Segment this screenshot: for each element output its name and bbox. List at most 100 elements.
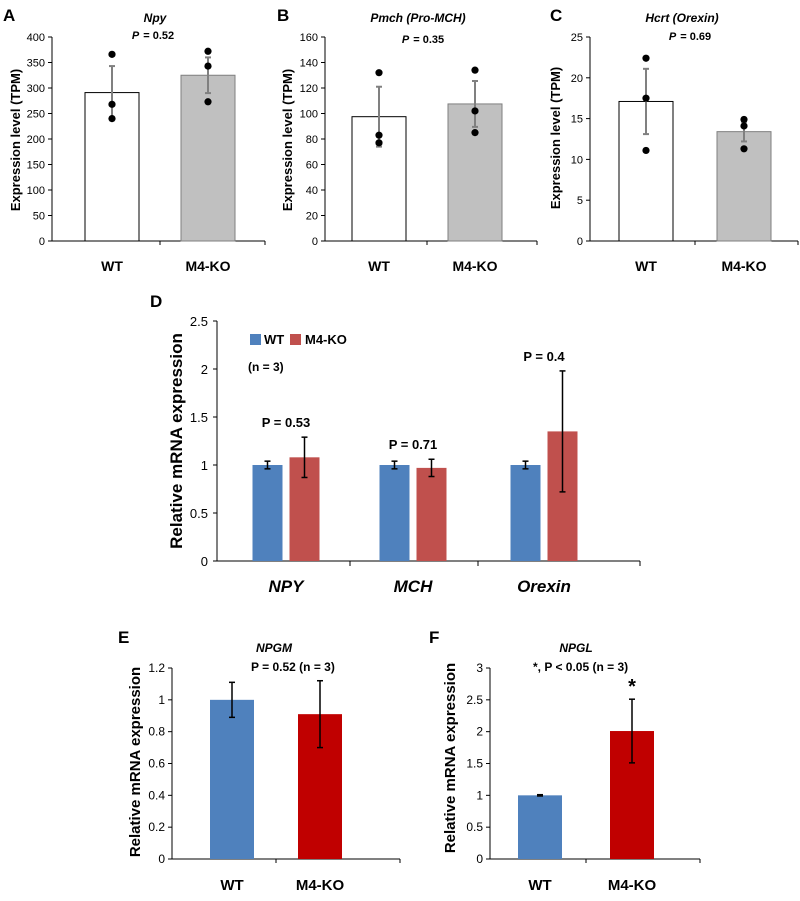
legend-swatch-m4ko — [290, 334, 301, 345]
x-category-label: MCH — [394, 577, 433, 596]
y-tick-label: 400 — [27, 32, 45, 44]
panel-f-xlabels: WT M4-KO — [528, 877, 656, 894]
bar — [210, 699, 254, 859]
data-point — [204, 47, 212, 55]
data-point — [740, 145, 748, 153]
x-category-label: M4-KO — [721, 258, 766, 274]
x-category-label: M4-KO — [452, 258, 497, 274]
y-tick-label: 40 — [306, 185, 318, 197]
panel-c-title: Hcrt (Orexin) — [645, 11, 718, 25]
y-tick-label: 350 — [27, 58, 45, 70]
panel-b-p-value: = 0.35 — [413, 34, 444, 46]
panel-b-pvalue: P = 0.35 — [402, 34, 444, 46]
bar — [416, 467, 447, 561]
data-point — [108, 100, 116, 108]
panel-d: D Relative mRNA expression 00.511.522.5 … — [150, 292, 641, 596]
data-point — [740, 122, 748, 130]
x-category-label: Orexin — [517, 577, 571, 596]
legend-label-m4ko: M4-KO — [305, 332, 347, 347]
panel-f-annotation: *, P < 0.05 (n = 3) — [533, 660, 628, 674]
panel-b-letter: B — [277, 6, 289, 25]
panel-f-ylabel: Relative mRNA expression — [442, 663, 459, 853]
panel-e-ylabel: Relative mRNA expression — [127, 667, 144, 857]
data-point — [471, 107, 479, 115]
y-tick-label: 0 — [476, 852, 483, 866]
panel-a-yticks: 0 50 100 150 200 250 300 350 400 — [27, 32, 266, 248]
y-tick-label: 20 — [571, 73, 583, 85]
panel-d-legend: WT M4-KO — [250, 332, 347, 347]
panel-a-p-value: = 0.52 — [143, 30, 174, 42]
panel-c-letter: C — [550, 6, 562, 25]
data-point — [375, 139, 383, 147]
y-tick-label: 0 — [39, 236, 45, 248]
x-category-label: WT — [220, 877, 243, 894]
panel-b-yticks: 0 20 40 60 80 100 120 140 160 — [300, 32, 538, 248]
x-category-label: M4-KO — [608, 877, 657, 894]
panel-d-ylabel: Relative mRNA expression — [167, 333, 186, 549]
panel-c-bars — [618, 54, 772, 242]
y-tick-label: 120 — [300, 83, 318, 95]
panel-b-bars — [351, 66, 503, 242]
data-point — [471, 66, 479, 74]
y-tick-label: 1.5 — [190, 410, 208, 425]
y-tick-label: 5 — [577, 195, 583, 207]
data-point — [642, 94, 650, 102]
panel-d-n-note: (n = 3) — [248, 360, 284, 374]
y-tick-label: 60 — [306, 160, 318, 172]
y-tick-label: 0 — [158, 852, 165, 866]
y-tick-label: 25 — [571, 32, 583, 44]
legend-label-wt: WT — [264, 332, 284, 347]
y-tick-label: 1.2 — [148, 661, 165, 675]
y-tick-label: 0.5 — [190, 506, 208, 521]
panel-c-xlabels: WT M4-KO — [635, 258, 767, 274]
panel-c-ylabel: Expression level (TPM) — [548, 67, 563, 209]
x-category-label: WT — [635, 258, 657, 274]
x-category-label: M4-KO — [296, 877, 345, 894]
panel-b: B Pmch (Pro-MCH) P = 0.35 Expression leve… — [277, 6, 538, 274]
p-value-label: P = 0.4 — [523, 349, 565, 364]
panel-a-xlabels: WT M4-KO — [101, 258, 231, 274]
y-tick-label: 100 — [300, 109, 318, 121]
panel-d-xlabels: NPY MCH Orexin — [269, 577, 571, 596]
panel-a-ylabel: Expression level (TPM) — [8, 69, 23, 211]
data-point — [642, 146, 650, 155]
data-point — [204, 62, 212, 70]
panel-a: A Npy P = 0.52 Expression level (TPM) 0 50… — [3, 6, 266, 274]
panel-e-title: NPGM — [256, 641, 293, 655]
data-point — [375, 131, 383, 139]
panel-c-pvalue: P = 0.69 — [669, 31, 711, 43]
y-tick-label: 1 — [201, 458, 208, 473]
significance-star: * — [628, 676, 636, 698]
panel-b-title: Pmch (Pro-MCH) — [370, 11, 465, 25]
y-tick-label: 3 — [476, 661, 483, 675]
y-tick-label: 150 — [27, 160, 45, 172]
panel-c-p-label: P — [669, 31, 677, 43]
x-category-label: NPY — [269, 577, 306, 596]
panel-e-yticks: 0 0.2 0.4 0.6 0.8 1 1.2 — [148, 661, 401, 866]
y-tick-label: 140 — [300, 58, 318, 70]
y-tick-label: 0.6 — [148, 757, 165, 771]
panel-f-title: NPGL — [559, 641, 592, 655]
panel-d-pvalues: P = 0.53 P = 0.71 P = 0.4 — [262, 349, 566, 452]
y-tick-label: 0.5 — [466, 820, 483, 834]
y-tick-label: 10 — [571, 154, 583, 166]
panel-e-annotation: P = 0.52 (n = 3) — [251, 660, 335, 674]
panel-c-p-value: = 0.69 — [680, 31, 711, 43]
panel-e-bars — [210, 679, 342, 859]
panel-f-yticks: 0 0.5 1 1.5 2 2.5 3 — [466, 661, 701, 866]
panel-f-letter: F — [429, 628, 439, 647]
y-tick-label: 160 — [300, 32, 318, 44]
panel-e: E NPGM P = 0.52 (n = 3) Relative mRNA ex… — [118, 628, 401, 894]
data-point — [108, 115, 116, 123]
panel-d-letter: D — [150, 292, 162, 311]
x-category-label: WT — [368, 258, 390, 274]
y-tick-label: 0.4 — [148, 788, 165, 802]
y-tick-label: 0 — [201, 554, 208, 569]
y-tick-label: 0 — [312, 236, 318, 248]
x-category-label: M4-KO — [185, 258, 230, 274]
p-value-label: P = 0.71 — [389, 437, 438, 452]
y-tick-label: 1 — [476, 788, 483, 802]
data-point — [108, 50, 116, 58]
panel-b-p-label: P — [402, 34, 410, 46]
